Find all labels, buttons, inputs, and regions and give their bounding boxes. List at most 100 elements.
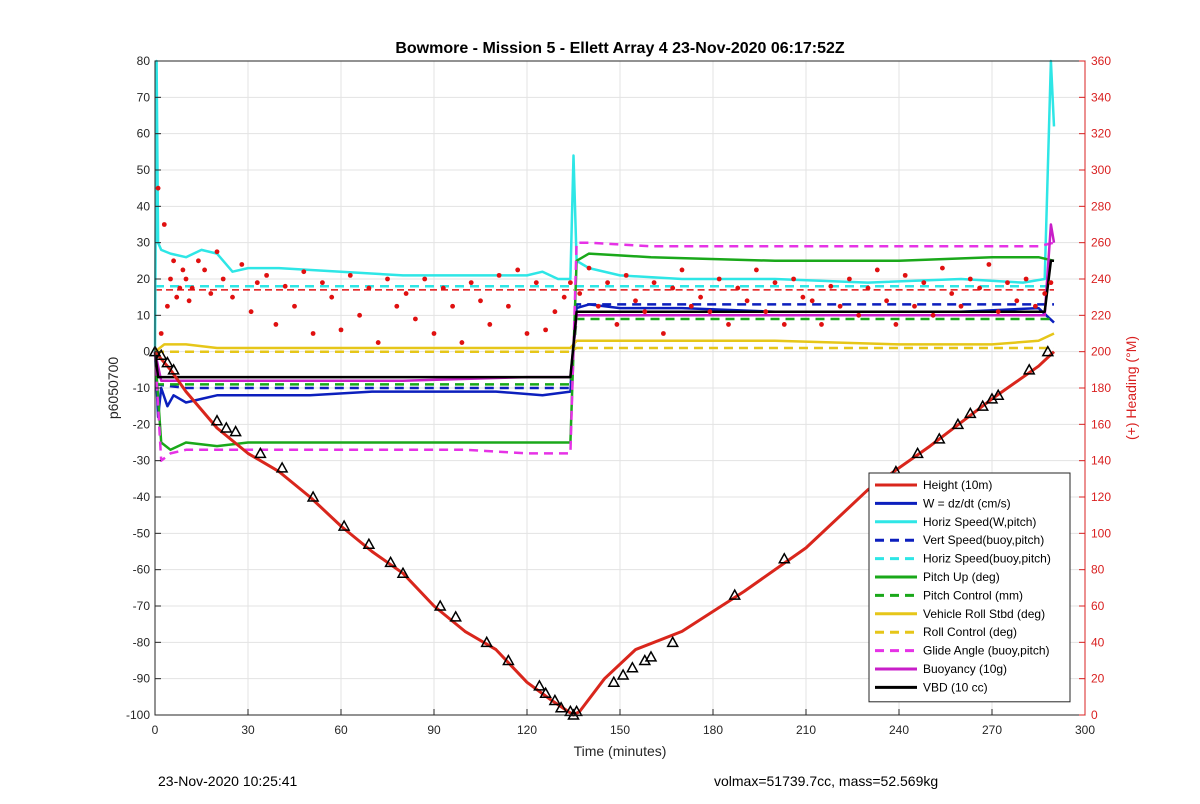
height-marker-30 (666, 635, 679, 648)
height-marker-12 (384, 555, 397, 568)
legend-label-7: Vehicle Roll Stbd (deg) (923, 607, 1045, 621)
heading-point-24 (292, 303, 297, 309)
heading-point-74 (754, 267, 759, 273)
series-line-9 (153, 241, 1055, 462)
heading-point-100 (995, 309, 1001, 315)
y-tick-label-3: -70 (133, 599, 151, 613)
heading-point-73 (744, 298, 750, 304)
series-line-0 (153, 350, 1056, 717)
heading-point-105 (1042, 291, 1048, 296)
y-tick-label-18: 80 (137, 54, 151, 68)
legend-label-8: Roll Control (deg) (923, 625, 1017, 639)
height-marker-16 (480, 635, 493, 648)
height-marker-8 (275, 461, 289, 473)
heading-point-31 (357, 312, 362, 318)
heading-point-101 (1005, 280, 1010, 286)
height-marker-39 (976, 399, 989, 411)
right-tick-label-7: 140 (1091, 454, 1111, 468)
heading-point-33 (375, 340, 381, 345)
footer-volume-mass: volmax=51739.7cc, mass=52.569kg (714, 773, 939, 789)
legend-label-5: Pitch Up (deg) (923, 570, 1000, 584)
heading-point-12 (196, 258, 201, 264)
y-axis-ticks: -100-90-80-70-60-50-40-30-20-10010203040… (126, 54, 161, 722)
heading-point-65 (670, 285, 676, 291)
y-tick-label-16: 60 (137, 127, 151, 141)
series-line-2 (153, 59, 1056, 352)
heading-point-85 (856, 312, 862, 318)
heading-point-90 (902, 272, 908, 278)
heading-point-22 (273, 322, 279, 327)
height-marker-15 (449, 610, 462, 622)
height-marker-2 (161, 356, 174, 368)
heading-point-56 (586, 265, 592, 271)
heading-point-52 (552, 309, 558, 315)
heading-point-78 (791, 276, 796, 282)
right-tick-label-5: 100 (1091, 526, 1111, 540)
y-tick-label-0: -100 (126, 708, 150, 722)
y-tick-label-2: -80 (133, 635, 151, 649)
y-tick-label-4: -60 (133, 563, 151, 577)
heading-point-40 (440, 285, 446, 291)
heading-point-81 (819, 322, 824, 327)
heading-point-71 (726, 322, 731, 327)
height-marker-20 (548, 693, 562, 706)
heading-point-4 (168, 276, 173, 282)
height-marker-19 (539, 686, 552, 698)
series-line-11 (153, 259, 1054, 379)
right-tick-label-17: 340 (1091, 90, 1111, 104)
heading-point-76 (772, 280, 778, 286)
x-tick-label-3: 90 (427, 723, 441, 737)
heading-point-34 (385, 276, 390, 282)
heading-point-6 (174, 294, 180, 300)
right-tick-label-2: 40 (1091, 635, 1105, 649)
height-marker-38 (964, 406, 977, 419)
heading-point-84 (847, 276, 852, 282)
y-axis-label: p6050700 (105, 357, 121, 420)
heading-point-26 (310, 331, 316, 336)
heading-point-13 (202, 267, 208, 273)
y-tick-label-1: -90 (133, 672, 151, 686)
heading-point-37 (413, 316, 418, 322)
heading-point-20 (254, 280, 260, 286)
heading-point-80 (809, 298, 815, 304)
heading-point-75 (763, 309, 769, 315)
x-tick-label-9: 270 (982, 723, 1002, 737)
heading-point-59 (614, 322, 620, 327)
heading-point-55 (577, 291, 583, 296)
heading-point-61 (633, 298, 638, 304)
x-tick-label-8: 240 (889, 723, 909, 737)
heading-point-14 (208, 291, 214, 296)
y-tick-label-5: -50 (133, 526, 151, 540)
x-axis-ticks: 0 30 60 90 120 150 180 210 240 270 300 (152, 709, 1095, 737)
right-tick-label-0: 0 (1091, 708, 1098, 722)
heading-point-67 (688, 303, 694, 309)
height-marker-7 (254, 446, 267, 459)
height-markers (148, 345, 1055, 720)
legend-label-9: Glide Angle (buoy,pitch) (923, 644, 1050, 658)
right-tick-label-18: 360 (1091, 54, 1111, 68)
right-tick-label-6: 120 (1091, 490, 1111, 504)
series-line-7 (154, 332, 1055, 353)
heading-point-25 (301, 269, 307, 275)
heading-point-3 (165, 303, 170, 309)
height-marker-11 (362, 537, 376, 549)
heading-point-0 (155, 185, 161, 191)
right-axis-ticks: 0 20 40 60 80 100 120 140 160 180 200 220 240 260 280 3… (1079, 54, 1111, 722)
height-marker-25 (607, 675, 621, 688)
series-line-5 (153, 252, 1055, 452)
heading-point-92 (921, 280, 927, 286)
height-marker-13 (396, 566, 410, 579)
height-marker-5 (220, 421, 233, 433)
heading-point-23 (282, 283, 288, 289)
heading-point-82 (828, 283, 834, 289)
heading-point-18 (239, 262, 245, 267)
heading-point-103 (1023, 276, 1029, 282)
heading-point-83 (837, 303, 843, 309)
heading-point-35 (394, 303, 400, 309)
heading-point-86 (865, 285, 871, 291)
x-tick-label-1: 30 (241, 723, 255, 737)
y-tick-label-8: -20 (133, 417, 151, 431)
height-marker-4 (210, 414, 224, 426)
heading-point-58 (605, 280, 610, 286)
heading-point-51 (543, 327, 548, 333)
